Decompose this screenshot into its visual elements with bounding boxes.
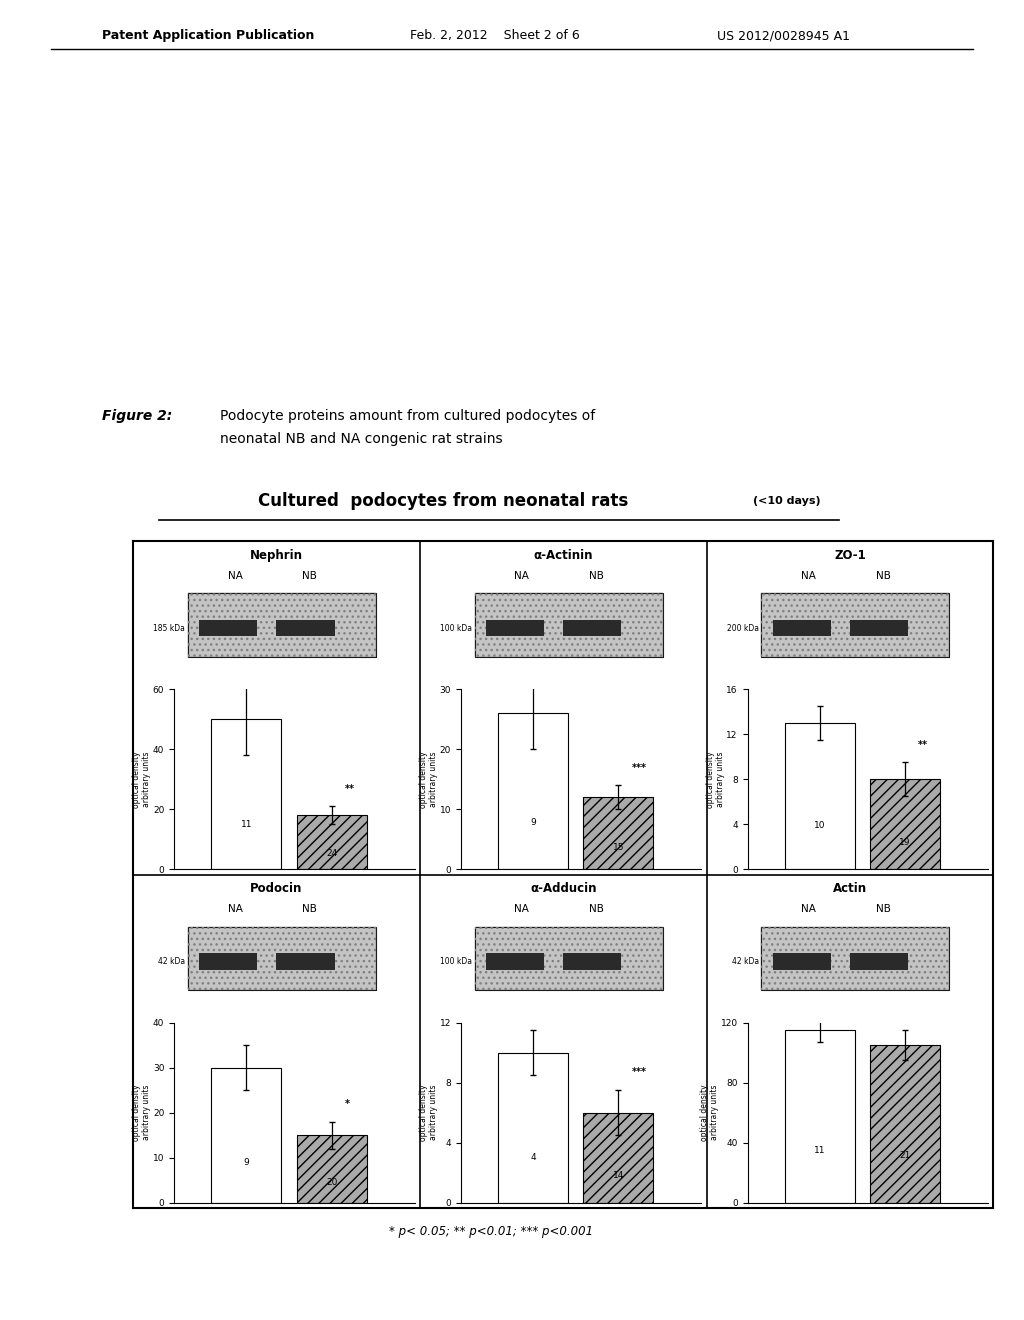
- Text: 11: 11: [241, 820, 252, 829]
- Text: 185 kDa: 185 kDa: [154, 624, 185, 632]
- Text: NB: NB: [876, 570, 891, 581]
- Bar: [870, 1045, 940, 1203]
- Text: Podocyte proteins amount from cultured podocytes of: Podocyte proteins amount from cultured p…: [220, 409, 595, 424]
- Y-axis label: optical density
arbitrary units: optical density arbitrary units: [419, 751, 438, 808]
- Text: Patent Application Publication: Patent Application Publication: [102, 29, 314, 42]
- Text: 10: 10: [814, 821, 825, 830]
- Bar: [584, 797, 653, 869]
- Text: *: *: [345, 1100, 350, 1109]
- Text: 100 kDa: 100 kDa: [440, 624, 472, 632]
- Text: 100 kDa: 100 kDa: [440, 957, 472, 966]
- Text: α-Adducin: α-Adducin: [530, 882, 596, 895]
- Text: NA: NA: [514, 904, 529, 913]
- Bar: [784, 723, 855, 869]
- Text: ZO-1: ZO-1: [834, 549, 866, 562]
- Bar: [485, 620, 544, 636]
- Bar: [584, 1113, 653, 1203]
- Text: 11: 11: [814, 1146, 825, 1155]
- Bar: [188, 593, 376, 656]
- Text: 4: 4: [530, 1154, 536, 1162]
- Text: US 2012/0028945 A1: US 2012/0028945 A1: [717, 29, 850, 42]
- Text: NA: NA: [514, 570, 529, 581]
- Text: NB: NB: [876, 904, 891, 913]
- Bar: [199, 953, 257, 970]
- Bar: [188, 593, 376, 656]
- Bar: [498, 713, 568, 869]
- Text: NA: NA: [801, 904, 816, 913]
- Y-axis label: optical density
arbitrary units: optical density arbitrary units: [419, 1084, 438, 1140]
- Bar: [498, 1052, 568, 1203]
- Bar: [850, 953, 908, 970]
- Bar: [762, 593, 949, 656]
- Bar: [276, 953, 335, 970]
- Text: **: **: [919, 739, 928, 750]
- Text: 42 kDa: 42 kDa: [158, 957, 185, 966]
- Text: 42 kDa: 42 kDa: [731, 957, 759, 966]
- Y-axis label: optical density
arbitrary units: optical density arbitrary units: [132, 1084, 152, 1140]
- Text: 24: 24: [326, 849, 337, 858]
- Bar: [485, 953, 544, 970]
- Bar: [188, 927, 376, 990]
- Text: ***: ***: [632, 1068, 646, 1077]
- Bar: [772, 953, 830, 970]
- Bar: [211, 719, 282, 869]
- Bar: [475, 593, 663, 656]
- Bar: [188, 927, 376, 990]
- Text: 15: 15: [612, 843, 624, 853]
- Bar: [475, 927, 663, 990]
- Bar: [762, 593, 949, 656]
- Bar: [563, 620, 622, 636]
- Text: (<10 days): (<10 days): [753, 496, 820, 506]
- Text: Podocin: Podocin: [250, 882, 303, 895]
- Bar: [475, 927, 663, 990]
- Bar: [563, 953, 622, 970]
- Text: Feb. 2, 2012    Sheet 2 of 6: Feb. 2, 2012 Sheet 2 of 6: [410, 29, 580, 42]
- Bar: [297, 1135, 367, 1203]
- Y-axis label: optical density
arbitrary units: optical density arbitrary units: [706, 751, 725, 808]
- Bar: [762, 927, 949, 990]
- Bar: [762, 927, 949, 990]
- Bar: [199, 620, 257, 636]
- Text: **: **: [345, 784, 354, 793]
- Bar: [870, 779, 940, 869]
- Text: 14: 14: [612, 1171, 624, 1180]
- Text: NB: NB: [302, 904, 317, 913]
- Text: 20: 20: [326, 1177, 337, 1187]
- Text: 19: 19: [899, 838, 910, 846]
- Bar: [772, 620, 830, 636]
- Text: NB: NB: [589, 904, 604, 913]
- Text: NB: NB: [302, 570, 317, 581]
- Text: 21: 21: [899, 1151, 910, 1160]
- Text: NA: NA: [227, 570, 243, 581]
- Text: Nephrin: Nephrin: [250, 549, 303, 562]
- Bar: [475, 593, 663, 656]
- Bar: [211, 1068, 282, 1203]
- Text: NA: NA: [227, 904, 243, 913]
- Text: 9: 9: [530, 818, 536, 826]
- Bar: [784, 1030, 855, 1203]
- Text: ***: ***: [632, 763, 646, 772]
- Text: NA: NA: [801, 570, 816, 581]
- Text: 9: 9: [244, 1158, 249, 1167]
- Text: neonatal NB and NA congenic rat strains: neonatal NB and NA congenic rat strains: [220, 432, 503, 446]
- Text: NB: NB: [589, 570, 604, 581]
- Text: Actin: Actin: [833, 882, 867, 895]
- Bar: [276, 620, 335, 636]
- Y-axis label: optical density
arbitrary units: optical density arbitrary units: [699, 1084, 719, 1140]
- Y-axis label: optical density
arbitrary units: optical density arbitrary units: [132, 751, 152, 808]
- Text: α-Actinin: α-Actinin: [534, 549, 593, 562]
- Text: * p< 0.05; ** p<0.01; *** p<0.001: * p< 0.05; ** p<0.01; *** p<0.001: [389, 1225, 593, 1238]
- Text: Cultured  podocytes from neonatal rats: Cultured podocytes from neonatal rats: [258, 492, 629, 510]
- Text: Figure 2:: Figure 2:: [102, 409, 173, 424]
- Bar: [297, 816, 367, 869]
- Text: 200 kDa: 200 kDa: [727, 624, 759, 632]
- Bar: [850, 620, 908, 636]
